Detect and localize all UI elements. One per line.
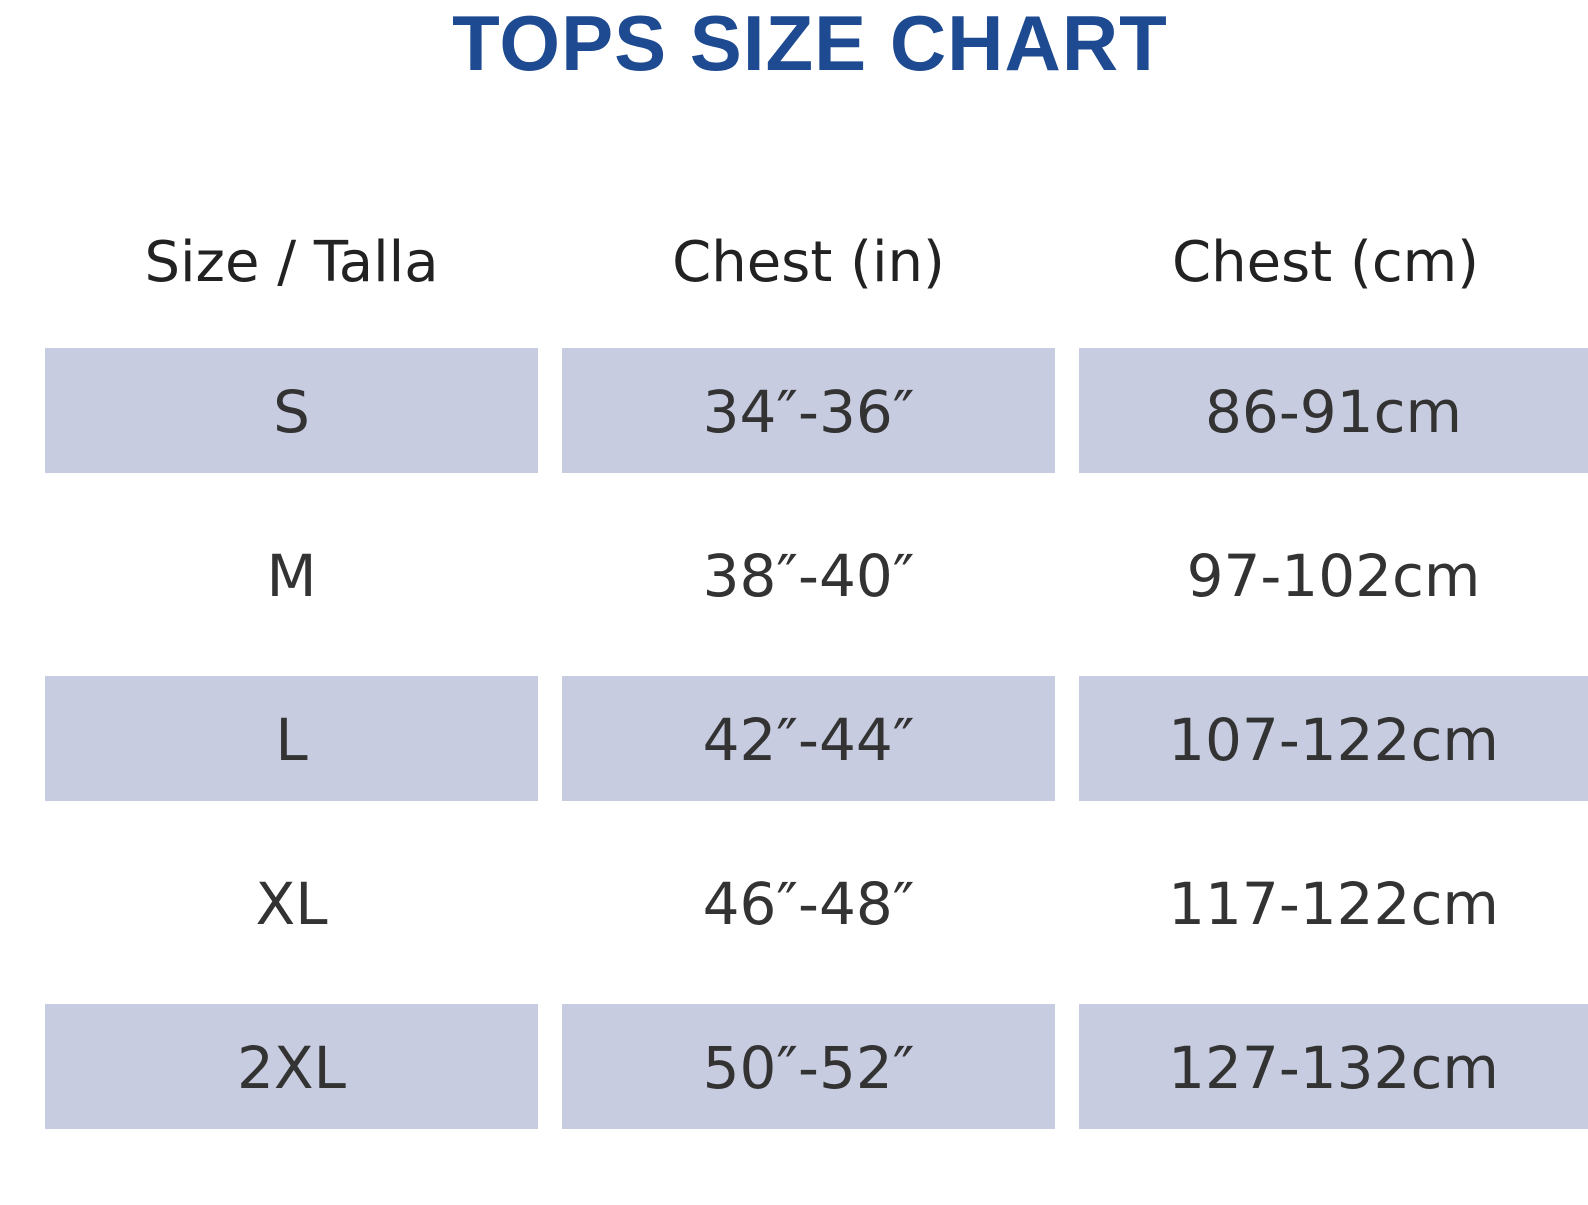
cell-chest-in: 38″-40″ <box>702 542 915 610</box>
cell-chest-cm: 97-102cm <box>1186 542 1481 610</box>
cell-chest-cm: 117-122cm <box>1168 870 1499 938</box>
table-header-row: Size / Talla Chest (in) Chest (cm) <box>0 218 1588 308</box>
column-header-size: Size / Talla <box>144 230 439 295</box>
cell-size: M <box>266 542 317 610</box>
table-row-2xl: 2XL 50″-52″ 127-132cm <box>0 1004 1588 1129</box>
cell-chest-in: 46″-48″ <box>702 870 915 938</box>
cell-chest-cm: 86-91cm <box>1079 348 1588 473</box>
cell-size: L <box>45 676 538 801</box>
cell-chest-in: 34″-36″ <box>562 348 1055 473</box>
table-row-s: S 34″-36″ 86-91cm <box>0 348 1588 473</box>
cell-size: 2XL <box>45 1004 538 1129</box>
cell-chest-cm: 107-122cm <box>1079 676 1588 801</box>
cell-size: XL <box>255 870 328 938</box>
table-row-l: L 42″-44″ 107-122cm <box>0 676 1588 801</box>
column-header-chest-in: Chest (in) <box>672 230 945 295</box>
chart-title: TOPS SIZE CHART <box>452 0 1168 87</box>
cell-chest-cm: 127-132cm <box>1079 1004 1588 1129</box>
cell-size: S <box>45 348 538 473</box>
column-header-chest-cm: Chest (cm) <box>1171 230 1479 295</box>
table-row-xl: XL 46″-48″ 117-122cm <box>0 840 1588 965</box>
cell-chest-in: 50″-52″ <box>562 1004 1055 1129</box>
cell-chest-in: 42″-44″ <box>562 676 1055 801</box>
table-row-m: M 38″-40″ 97-102cm <box>0 512 1588 637</box>
